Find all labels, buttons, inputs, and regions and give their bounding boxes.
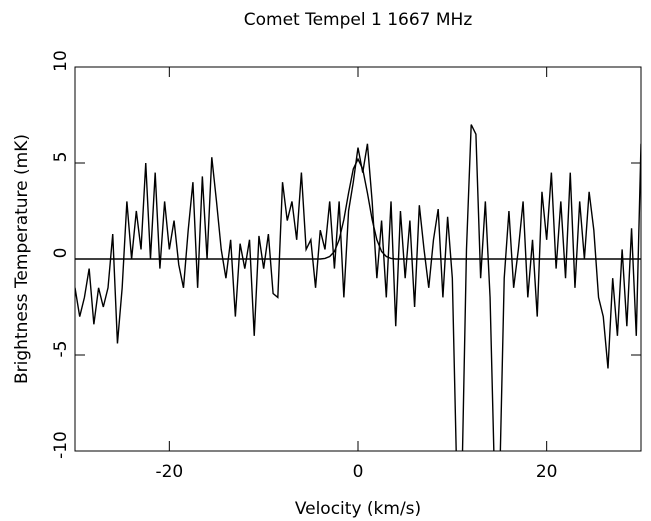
y-tick-label: -5 <box>51 341 71 358</box>
chart-title: Comet Tempel 1 1667 MHz <box>244 10 473 30</box>
series-line <box>75 124 641 451</box>
plot-area <box>75 124 641 451</box>
y-tick-label: -10 <box>51 431 71 459</box>
y-axis-label: Brightness Temperature (mK) <box>12 134 32 384</box>
y-tick-label: 0 <box>51 248 71 259</box>
series-line <box>75 157 641 260</box>
y-tick-label: 5 <box>51 152 71 163</box>
y-tick-label: 10 <box>51 50 71 72</box>
x-axis-label: Velocity (km/s) <box>295 499 421 519</box>
x-tick-label: -20 <box>155 462 183 482</box>
x-tick-label: 0 <box>353 462 364 482</box>
x-tick-label: 20 <box>536 462 558 482</box>
